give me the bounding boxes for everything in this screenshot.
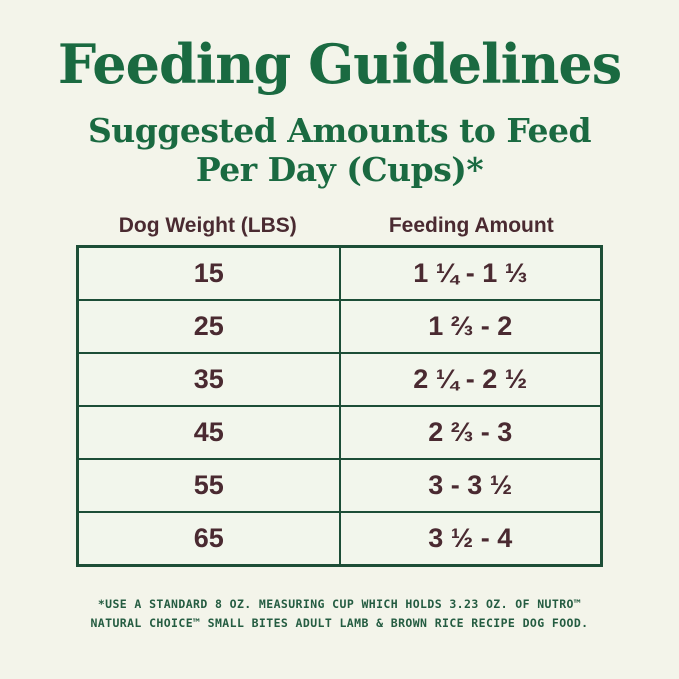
dog-weight-cell: 65 — [76, 511, 341, 567]
table-column-headers: Dog Weight (LBS) Feeding Amount — [76, 214, 603, 238]
table-row: 65 3 ½ - 4 — [76, 511, 603, 567]
footnote-line-1: *USE A STANDARD 8 OZ. MEASURING CUP WHIC… — [97, 597, 582, 612]
page-title: Feeding Guidelines — [57, 32, 622, 96]
column-header-feeding-amount: Feeding Amount — [388, 214, 554, 238]
feeding-amounts-table: 15 1 ¼ - 1 ⅓ 25 1 ⅔ - 2 35 2 ¼ - 2 ½ 45 … — [76, 245, 603, 568]
feeding-amount-cell: 3 ½ - 4 — [338, 511, 603, 567]
table-row: 45 2 ⅔ - 3 — [76, 405, 603, 461]
dog-weight-cell: 35 — [76, 352, 341, 408]
subtitle: Suggested Amounts to Feed Per Day (Cups)* — [0, 111, 679, 190]
feeding-amount-cell: 2 ⅔ - 3 — [338, 405, 603, 461]
table-row: 25 1 ⅔ - 2 — [76, 299, 603, 355]
dog-weight-cell: 45 — [76, 405, 341, 461]
feeding-amount-cell: 2 ¼ - 2 ½ — [338, 352, 603, 408]
footnote-line-2: NATURAL CHOICE™ SMALL BITES ADULT LAMB &… — [90, 615, 589, 630]
feeding-amount-cell: 1 ⅔ - 2 — [338, 299, 603, 355]
table-row: 15 1 ¼ - 1 ⅓ — [76, 245, 603, 302]
dog-weight-cell: 25 — [76, 299, 341, 355]
dog-weight-cell: 55 — [76, 458, 341, 514]
feeding-amount-cell: 1 ¼ - 1 ⅓ — [338, 245, 603, 302]
table-row: 55 3 - 3 ½ — [76, 458, 603, 514]
subtitle-line-1: Suggested Amounts to Feed — [87, 111, 592, 151]
measuring-cup-footnote: *USE A STANDARD 8 OZ. MEASURING CUP WHIC… — [30, 595, 650, 632]
subtitle-line-2: Per Day (Cups)* — [195, 150, 484, 190]
dog-weight-cell: 15 — [76, 245, 341, 302]
column-header-dog-weight: Dog Weight (LBS) — [118, 214, 297, 238]
table-row: 35 2 ¼ - 2 ½ — [76, 352, 603, 408]
feeding-amount-cell: 3 - 3 ½ — [338, 458, 603, 514]
